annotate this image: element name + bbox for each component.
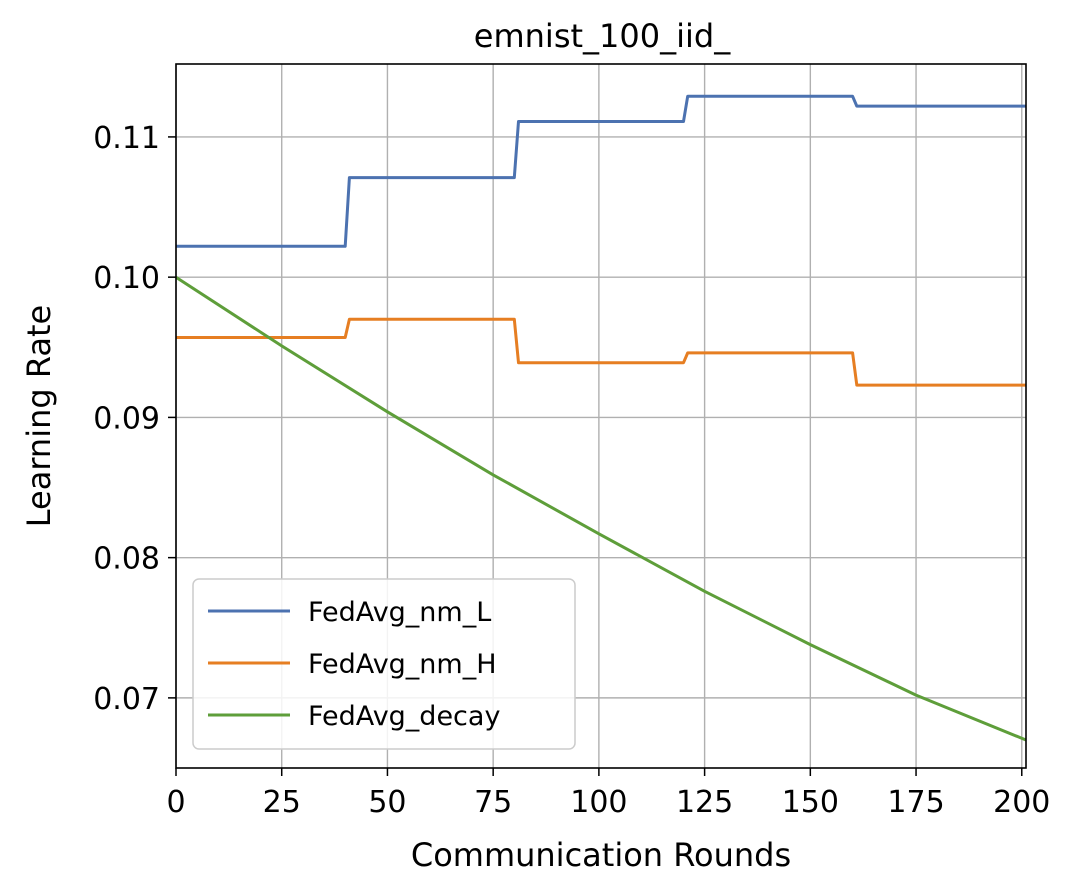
y-tick-label: 0.08 — [93, 542, 160, 577]
legend-box — [192, 578, 576, 750]
x-tick-label: 100 — [570, 785, 627, 820]
y-tick-label: 0.11 — [93, 121, 160, 156]
chart-title: emnist_100_iid_ — [474, 17, 731, 55]
x-tick-label: 75 — [474, 785, 512, 820]
legend: FedAvg_nm_L FedAvg_nm_H FedAvg_decay — [192, 578, 576, 750]
x-tick-label: 125 — [676, 785, 733, 820]
x-axis-ticks: 0 25 50 75 100 125 150 175 200 — [166, 768, 1050, 820]
y-tick-label: 0.09 — [93, 401, 160, 436]
x-tick-label: 150 — [782, 785, 839, 820]
legend-label: FedAvg_nm_H — [308, 649, 497, 680]
grid — [175, 64, 1026, 768]
y-axis-label: Learning Rate — [20, 305, 58, 527]
y-tick-label: 0.10 — [93, 261, 160, 296]
x-tick-label: 0 — [166, 785, 185, 820]
x-tick-label: 200 — [993, 785, 1050, 820]
x-tick-label: 50 — [368, 785, 406, 820]
series-line-FedAvg_nm_H — [176, 317, 1026, 387]
series-line-FedAvg_nm_L — [176, 94, 1026, 248]
plot-frame — [175, 63, 1027, 769]
legend-label: FedAvg_decay — [308, 701, 500, 732]
x-axis-label: Communication Rounds — [411, 836, 791, 874]
series-line-FedAvg_decay — [175, 275, 1027, 742]
x-tick-label: 25 — [263, 785, 301, 820]
series-lines — [175, 94, 1027, 742]
y-tick-label: 0.07 — [93, 682, 160, 717]
x-tick-label: 175 — [887, 785, 944, 820]
legend-label: FedAvg_nm_L — [308, 597, 491, 628]
y-axis-ticks: 0.07 0.08 0.09 0.10 0.11 — [93, 121, 176, 717]
